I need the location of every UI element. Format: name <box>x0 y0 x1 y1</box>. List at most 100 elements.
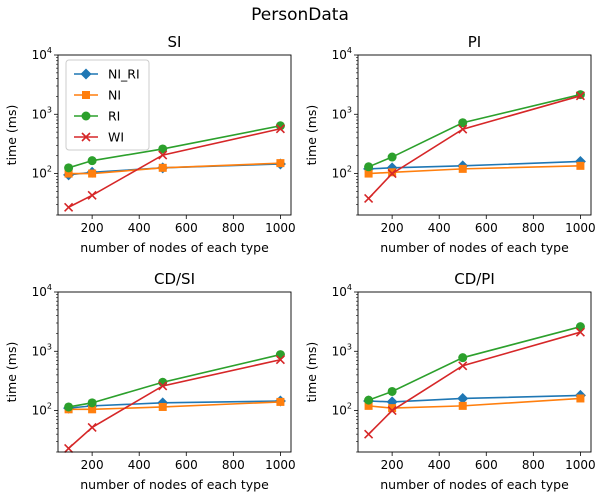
data-point <box>158 381 168 391</box>
y-tick-label: 104 <box>332 283 352 299</box>
x-tick-label: 1000 <box>565 221 596 235</box>
y-tick-label: 102 <box>32 165 52 181</box>
subplot-title: CD/PI <box>454 270 495 288</box>
y-tick-label: 103 <box>32 342 52 358</box>
series-ri <box>64 121 285 173</box>
plot-frame <box>357 291 592 453</box>
series-line <box>68 358 281 449</box>
series-ni <box>64 159 285 178</box>
plot-frame <box>57 54 292 216</box>
series-line <box>368 95 581 200</box>
series-ri <box>364 322 585 405</box>
x-tick-label: 1000 <box>265 458 296 472</box>
series-line <box>368 165 581 175</box>
legend-marker <box>81 111 91 121</box>
y-axis-label: time (ms) <box>4 105 19 166</box>
data-point <box>158 402 167 411</box>
y-axis-label: time (ms) <box>4 342 19 403</box>
series-ni <box>364 161 585 178</box>
y-tick-label: 103 <box>332 342 352 358</box>
x-tick-label: 200 <box>81 221 104 235</box>
x-tick-label: 200 <box>81 458 104 472</box>
data-point <box>87 156 97 166</box>
data-point <box>64 163 74 173</box>
series-ri <box>364 90 585 172</box>
legend-label: WI <box>108 130 124 145</box>
data-point <box>64 202 74 212</box>
x-tick-label: 800 <box>522 221 545 235</box>
series-line <box>68 162 281 175</box>
x-tick-label: 600 <box>475 458 498 472</box>
series-line <box>68 127 281 208</box>
x-tick-label: 600 <box>475 221 498 235</box>
series-wi <box>64 124 285 212</box>
data-point <box>64 443 74 453</box>
subplot-2: CD/SI 102 103 104 200 400 600 800 1000 number of … <box>4 270 296 492</box>
data-point <box>64 169 73 178</box>
x-tick-label: 200 <box>381 221 404 235</box>
data-point <box>87 398 97 408</box>
data-point <box>275 124 285 134</box>
figure-title: PersonData <box>251 5 349 25</box>
x-axis-label: number of nodes of each type <box>380 240 569 255</box>
series-line <box>368 394 581 403</box>
y-tick-label: 102 <box>32 402 52 418</box>
legend-marker <box>82 91 90 99</box>
data-point <box>458 361 468 371</box>
x-axis-label: number of nodes of each type <box>80 477 269 492</box>
data-point <box>458 164 467 173</box>
legend-label: NI <box>108 88 121 103</box>
data-point <box>388 168 397 177</box>
data-point <box>388 404 397 413</box>
data-point <box>276 159 285 168</box>
series-ni <box>364 394 585 413</box>
x-axis-label: number of nodes of each type <box>80 240 269 255</box>
x-tick-label: 600 <box>175 458 198 472</box>
data-point <box>364 162 374 172</box>
data-point <box>458 401 467 410</box>
series-line <box>368 93 581 168</box>
data-point <box>458 353 468 363</box>
x-tick-label: 400 <box>128 458 151 472</box>
data-point <box>88 169 97 178</box>
data-point <box>364 169 373 178</box>
subplot-3: CD/PI 102 103 104 200 400 600 800 1000 number of … <box>304 270 596 492</box>
data-point <box>576 161 585 170</box>
y-tick-label: 102 <box>332 165 352 181</box>
x-tick-label: 800 <box>222 458 245 472</box>
series-line <box>68 353 281 408</box>
x-tick-label: 600 <box>175 221 198 235</box>
legend-marker <box>80 68 92 80</box>
data-point <box>364 429 374 439</box>
legend: NI_RI NI RI WI <box>65 59 150 151</box>
subplot-title: CD/SI <box>154 270 195 288</box>
data-point <box>88 405 97 414</box>
x-axis-label: number of nodes of each type <box>380 477 569 492</box>
data-point <box>158 144 168 154</box>
data-point <box>364 401 373 410</box>
data-point <box>364 193 374 204</box>
series-line <box>68 124 281 169</box>
legend-label: NI_RI <box>108 67 140 82</box>
x-tick-label: 1000 <box>265 221 296 235</box>
y-tick-label: 102 <box>332 402 352 418</box>
y-tick-label: 103 <box>32 105 52 121</box>
data-point <box>457 392 469 404</box>
x-tick-label: 400 <box>428 458 451 472</box>
x-tick-label: 800 <box>222 221 245 235</box>
data-point <box>275 121 285 131</box>
legend-marker <box>81 132 91 142</box>
data-point <box>275 355 285 365</box>
data-point <box>387 152 397 162</box>
series-wi <box>64 355 285 453</box>
data-point <box>575 90 585 100</box>
x-tick-label: 1000 <box>565 458 596 472</box>
data-point <box>387 168 397 179</box>
y-tick-label: 104 <box>332 46 352 62</box>
data-point <box>575 327 585 337</box>
series-line <box>368 325 581 401</box>
x-tick-label: 800 <box>522 458 545 472</box>
subplot-title: SI <box>168 33 182 51</box>
x-tick-label: 400 <box>428 221 451 235</box>
